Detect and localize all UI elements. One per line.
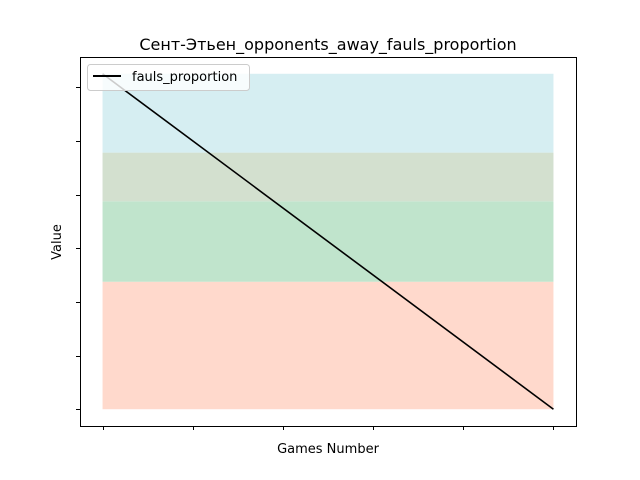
plot-frame	[80, 57, 577, 427]
legend-box	[87, 64, 250, 91]
legend-label-fauls-proportion: fauls_proportion	[132, 70, 237, 85]
band-2	[102, 152, 554, 202]
legend: fauls_proportion	[87, 64, 250, 91]
y-axis-label: Value	[50, 224, 65, 260]
band-0	[102, 281, 554, 410]
series-line-fauls-proportion	[102, 73, 554, 410]
x-axis-ticks	[103, 426, 554, 430]
series-lines	[102, 73, 554, 410]
chart-title: Сент-Этьен_opponents_away_fauls_proporti…	[139, 35, 516, 55]
y-axis-ticks	[76, 87, 80, 410]
x-axis-label: Games Number	[277, 442, 379, 457]
